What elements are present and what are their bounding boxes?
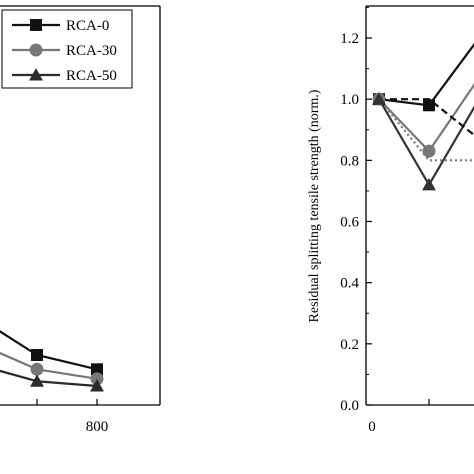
- right-point-1-1: [422, 144, 436, 158]
- legend-marker-rca-50: [29, 68, 43, 81]
- left-series-line-rca-0: [0, 330, 98, 371]
- right-series-line-0: [378, 42, 474, 107]
- left-series-line-rca-50: [0, 369, 98, 388]
- right-y-tick-label: 1.2: [340, 31, 359, 47]
- left-point-rca-30: [90, 372, 104, 386]
- left-x-tick-label: 800: [86, 419, 109, 435]
- right-point-2-1: [422, 177, 436, 191]
- right-series-line-3: [379, 98, 474, 137]
- right-point-0-1: [423, 99, 435, 112]
- right-y-tick-label: 0.2: [340, 337, 359, 353]
- legend-label-rca-0: RCA-0: [66, 18, 109, 34]
- legend-marker-rca-30: [29, 43, 43, 57]
- right-y-axis-label: Residual splitting tensile strength (nor…: [307, 89, 322, 322]
- left-x-ticks: 800: [36, 399, 109, 435]
- left-point-rca-50: [90, 379, 104, 392]
- right-y-tick-label: 0.4: [340, 276, 359, 292]
- left-point-rca-30: [30, 362, 44, 376]
- right-y-tick-label: 0.0: [340, 398, 359, 414]
- legend-label-rca-50: RCA-50: [66, 68, 117, 84]
- left-chart: 800 RCA-0 RCA-30 RCA-50: [0, 5, 161, 435]
- legend-label-rca-30: RCA-30: [66, 43, 117, 59]
- right-point-2-0: [372, 92, 386, 105]
- right-y-tick-label: 1.0: [340, 92, 359, 108]
- left-legend: RCA-0 RCA-30 RCA-50: [1, 9, 133, 89]
- left-axes: [0, 5, 161, 406]
- left-point-rca-0: [31, 349, 43, 361]
- right-series-line-2: [378, 98, 474, 187]
- right-chart: Residual splitting tensile strength (nor…: [307, 5, 474, 435]
- right-series-line-1: [378, 83, 474, 153]
- right-y-tick-label: 0.6: [340, 215, 359, 231]
- left-series: [0, 330, 104, 392]
- right-x-tick-label: 0: [368, 419, 376, 435]
- right-series-line-4: [378, 98, 474, 162]
- left-point-rca-0: [91, 363, 103, 376]
- left-series-line-rca-30: [0, 351, 98, 380]
- left-point-rca-50: [30, 374, 44, 387]
- right-y-tick-label: 0.8: [340, 153, 359, 169]
- legend-marker-rca-0: [30, 19, 42, 31]
- right-x-ticks: 0: [368, 399, 430, 435]
- right-series: [372, 42, 474, 191]
- right-y-ticks: 0.0 0.2 0.4 0.6 0.8 1.0 1.2: [340, 6, 372, 414]
- right-axes: [365, 5, 474, 406]
